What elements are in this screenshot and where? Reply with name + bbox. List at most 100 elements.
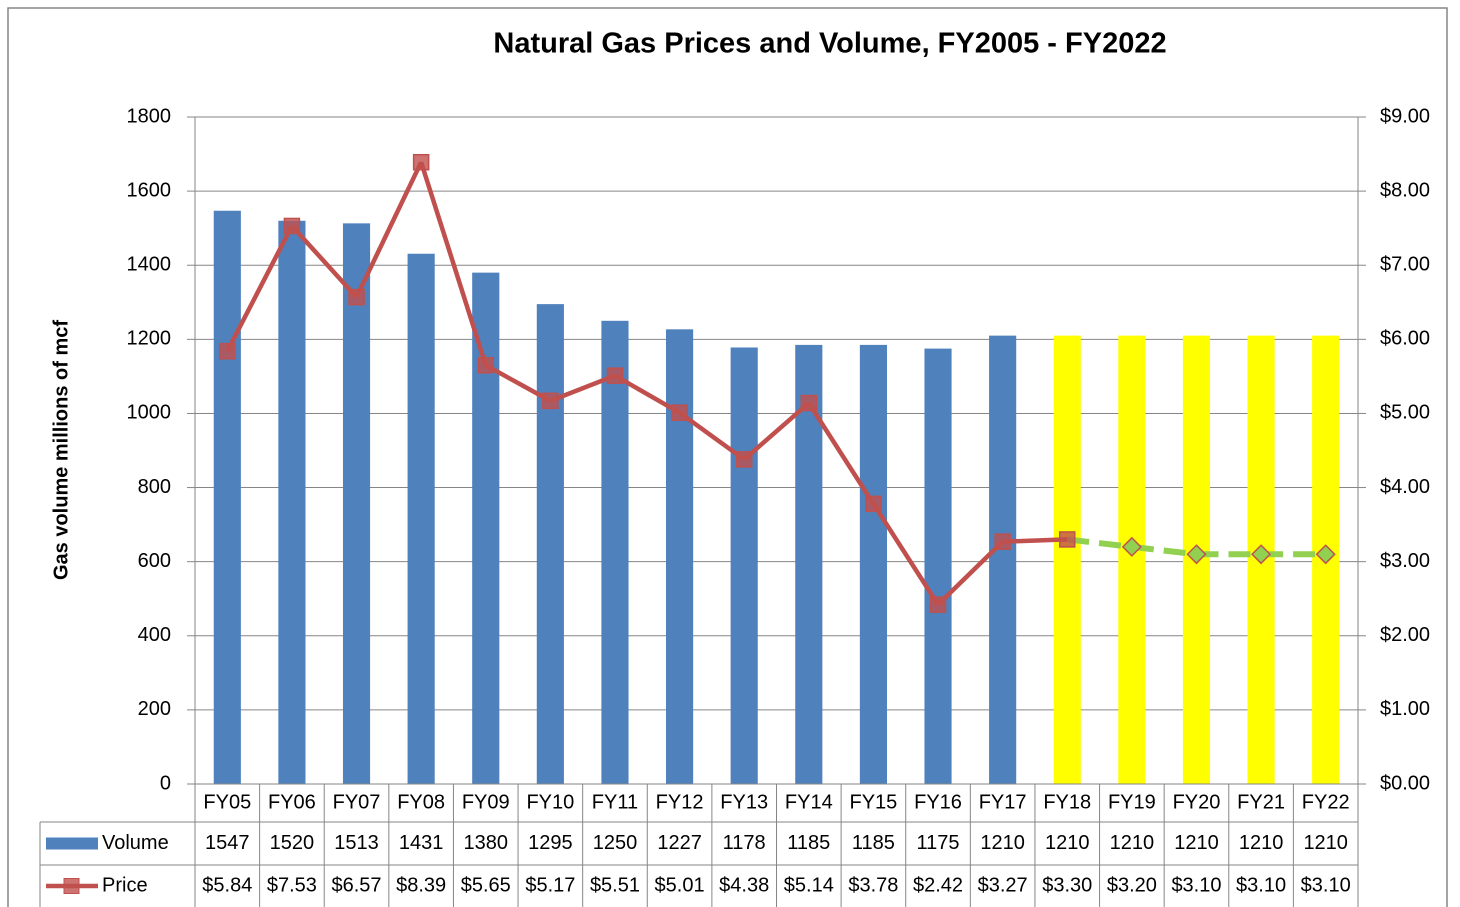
y2-tick-label: $8.00: [1380, 179, 1430, 201]
y2-tick-label: $7.00: [1380, 254, 1430, 276]
table-cell: $2.42: [913, 874, 963, 896]
bar: [601, 320, 629, 784]
line-segment: [354, 161, 424, 299]
x-tick-label: FY05: [203, 791, 251, 813]
y-tick-label: 1400: [127, 254, 172, 276]
line-segment: [418, 161, 488, 366]
table-cell: 1178: [723, 832, 766, 854]
y-tick-label: 400: [138, 624, 171, 646]
line-segment: [936, 540, 1005, 607]
table-cell: $3.10: [1171, 874, 1221, 896]
marker: [994, 533, 1011, 550]
line-segment: [1131, 543, 1197, 558]
marker: [283, 217, 301, 235]
y-tick-label: 1600: [127, 179, 172, 201]
table-cell: $7.53: [267, 874, 317, 896]
table-cell: $3.30: [1042, 874, 1092, 896]
legend-label: Volume: [102, 832, 169, 854]
table-cell: $5.17: [525, 874, 575, 896]
table-cell: $6.57: [331, 874, 381, 896]
bar: [859, 344, 887, 784]
table-cell: $3.20: [1107, 874, 1157, 896]
line-segment: [1066, 536, 1133, 550]
table-cell: 1175: [917, 832, 960, 854]
marker: [671, 404, 688, 421]
marker: [412, 153, 430, 171]
line-segment: [871, 502, 940, 606]
marker: [929, 596, 947, 613]
bar: [278, 220, 306, 784]
y-tick-label: 800: [138, 476, 171, 498]
line-segment: [742, 401, 811, 462]
table-cell: 1210: [1174, 832, 1219, 854]
bar: [1053, 335, 1081, 784]
y-tick-label: 1200: [127, 328, 172, 350]
table-cell: 1295: [528, 832, 573, 854]
table-cell: $5.01: [655, 874, 705, 896]
table-cell: 1380: [464, 832, 509, 854]
table-cell: 1513: [334, 832, 379, 854]
marker: [1059, 531, 1076, 548]
table-cell: 1210: [1239, 832, 1284, 854]
marker: [800, 394, 818, 412]
x-tick-label: FY21: [1237, 791, 1285, 813]
y2-tick-label: $3.00: [1380, 550, 1430, 572]
table-cell: $3.10: [1301, 874, 1351, 896]
bar: [472, 272, 500, 784]
marker: [219, 342, 236, 360]
legend-key: [63, 878, 80, 894]
bar: [1118, 335, 1146, 784]
line-segment: [225, 224, 294, 353]
table-cell: $5.84: [202, 874, 252, 896]
x-tick-label: FY15: [850, 791, 898, 813]
y2-tick-label: $6.00: [1380, 328, 1430, 350]
table-cell: 1210: [1303, 832, 1348, 854]
x-tick-label: FY07: [333, 791, 381, 813]
table-cell: $8.39: [396, 874, 446, 896]
legend-key: [46, 837, 98, 850]
bar: [666, 329, 694, 784]
line-segment: [1002, 537, 1068, 544]
marker: [1315, 544, 1336, 565]
bar: [730, 347, 758, 784]
y-tick-label: 600: [138, 550, 171, 572]
table-cell: $3.10: [1236, 874, 1286, 896]
table-cell: $4.38: [719, 874, 769, 896]
x-tick-label: FY22: [1302, 791, 1350, 813]
line-segment: [290, 224, 359, 299]
marker: [865, 495, 882, 513]
y2-tick-label: $0.00: [1380, 772, 1430, 794]
x-tick-label: FY11: [592, 791, 638, 813]
bar: [989, 335, 1017, 784]
line-segment: [549, 373, 616, 403]
table-cell: 1210: [1045, 832, 1090, 854]
x-tick-label: FY14: [785, 791, 833, 813]
table-cell: 1520: [270, 832, 315, 854]
y2-tick-label: $1.00: [1380, 698, 1430, 720]
y-tick-label: 1800: [127, 105, 172, 127]
x-tick-label: FY13: [720, 791, 768, 813]
y2-tick-label: $2.00: [1380, 624, 1430, 646]
x-tick-label: FY20: [1173, 791, 1221, 813]
x-tick-label: FY10: [526, 791, 574, 813]
x-tick-label: FY08: [397, 791, 445, 813]
y-axis-label: Gas volume millions of mcf: [50, 320, 72, 580]
marker: [477, 357, 494, 374]
line-segment: [484, 363, 552, 403]
y2-tick-label: $9.00: [1380, 105, 1430, 127]
table-cell: $5.65: [461, 874, 511, 896]
table-cell: 1210: [980, 832, 1025, 854]
line-segment: [678, 410, 746, 462]
y-tick-label: 1000: [127, 402, 172, 424]
line-segment: [613, 373, 681, 415]
x-tick-label: FY18: [1043, 791, 1091, 813]
table-cell: $3.78: [848, 874, 898, 896]
marker: [1186, 544, 1207, 565]
chart-title: Natural Gas Prices and Volume, FY2005 - …: [493, 28, 1166, 60]
marker: [348, 288, 365, 306]
bar: [407, 253, 435, 785]
marker: [1251, 544, 1272, 565]
x-tick-label: FY17: [979, 791, 1027, 813]
